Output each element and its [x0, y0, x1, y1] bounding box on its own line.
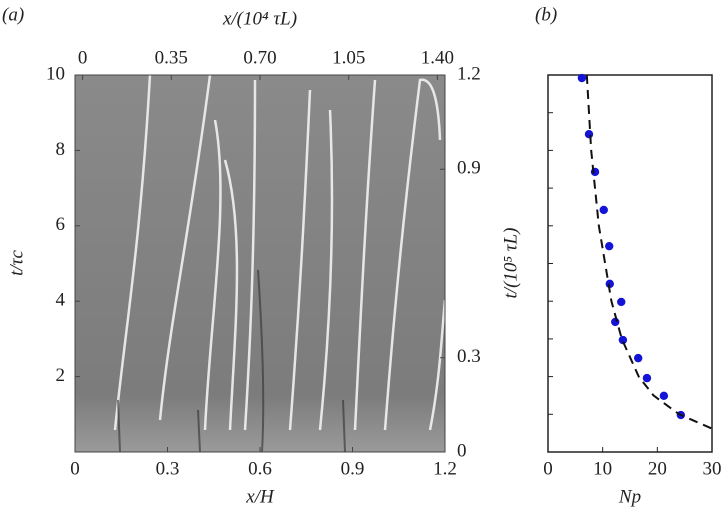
x-tick-label: 0: [543, 458, 553, 479]
point: [611, 317, 620, 327]
space-time-image: [75, 74, 447, 453]
x-tick-label: 0.9: [341, 458, 365, 479]
point: [642, 373, 652, 383]
x-tick-label: 10: [593, 458, 612, 479]
x2-tick-label: 0.35: [155, 47, 188, 68]
y-tick-label: 8: [56, 139, 66, 160]
y2-tick-label: 1.2: [457, 63, 481, 84]
point: [599, 205, 608, 215]
fit-curve: [585, 74, 713, 430]
point: [584, 129, 594, 139]
point: [618, 335, 628, 345]
panel-label: (a): [2, 4, 24, 25]
y-tick-label: 10: [46, 63, 65, 84]
x-tick-label: 0: [70, 458, 80, 479]
axes-frame: [547, 74, 713, 453]
panel-label: (b): [535, 4, 557, 25]
point: [577, 73, 587, 83]
x-tick-label: 20: [648, 458, 667, 479]
x-axis-label: x/H: [245, 486, 275, 507]
x2-axis-label: x/(10⁴ τL): [222, 8, 297, 29]
x-tick-label: 1.2: [433, 458, 457, 479]
point: [605, 241, 614, 251]
x2-tick-label: 1.40: [421, 47, 454, 68]
point: [617, 297, 626, 307]
point: [634, 353, 643, 363]
y-tick-label: 6: [56, 214, 66, 235]
y2-tick-label: 0: [457, 440, 467, 461]
x-tick-label: 0.3: [156, 458, 180, 479]
y-tick-label: 2: [56, 365, 66, 386]
x2-tick-label: 1.05: [332, 47, 365, 68]
x2-tick-label: 0: [78, 47, 88, 68]
y-tick-label: 4: [56, 290, 66, 311]
y2-tick-label: 0.3: [457, 346, 481, 367]
x-axis-label: Np: [618, 486, 641, 507]
y2-tick-label: 0.9: [457, 158, 481, 179]
y2-axis-label: t/(10⁵ τL): [500, 228, 521, 299]
x-tick-label: 0.6: [248, 458, 272, 479]
y-axis-label: t/τc: [6, 250, 27, 276]
x2-tick-label: 0.70: [243, 47, 276, 68]
x-tick-label: 30: [703, 458, 722, 479]
point: [659, 391, 669, 401]
point: [605, 279, 614, 289]
